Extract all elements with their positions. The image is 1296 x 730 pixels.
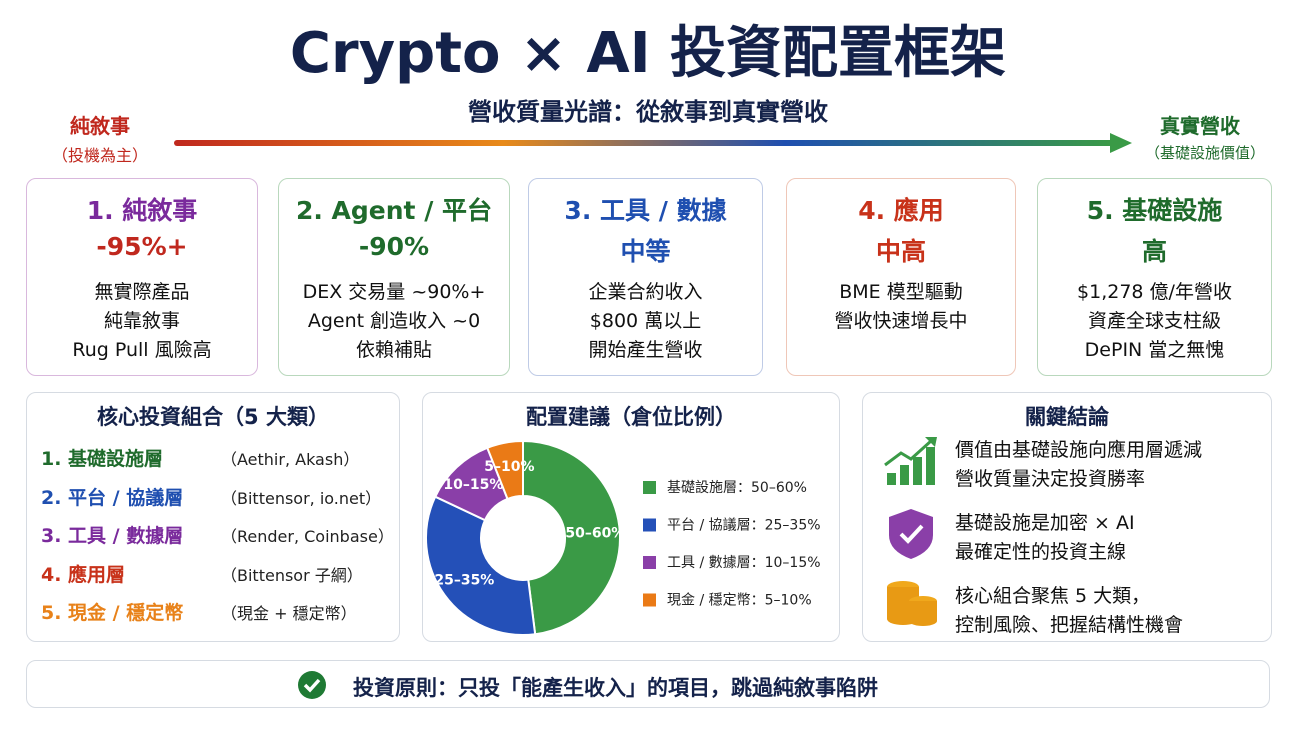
spectrum-arrow [174, 133, 1132, 153]
card-line: 營收快速增長中 [834, 310, 968, 332]
donut-chart: 50–60% 基礎設施層：50–60% 25–35% 平台 / 協議層：25–35% 1… [425, 439, 821, 636]
conclusions-panel: 關鍵結論 價值由基礎設施向應用層遞減 營收質量決定投資勝率 基礎設施是加密 × AI… [862, 392, 1272, 642]
check-icon [298, 671, 326, 699]
portfolio-name: 1. 基礎設施層 [41, 448, 164, 470]
card-level: -95%+ [96, 232, 188, 261]
subtitle: 營收質量光譜：從敘事到真實營收 [468, 98, 828, 126]
principle-text: 投資原則：只投「能產生收入」的項目，跳過純敘事陷阱 [353, 676, 878, 700]
conclusion-line: 最確定性的投資主線 [955, 541, 1127, 563]
card-line: DePIN 當之無愧 [1084, 339, 1225, 361]
card-line: DEX 交易量 ~90%+ [302, 281, 486, 303]
legend-swatch [643, 481, 656, 494]
portfolio-examples: （Bittensor 子網） [221, 565, 363, 585]
conclusion-line: 控制風險、把握結構性機會 [955, 614, 1184, 636]
donut-segment [425, 495, 537, 636]
card-line: 開始產生營收 [588, 339, 703, 361]
donut-segment [485, 439, 524, 501]
portfolio-title: 核心投資組合（5 大類） [97, 405, 329, 429]
card-line: BME 模型驅動 [839, 281, 963, 303]
card-line: 企業合約收入 [588, 281, 703, 303]
legend-label: 平台 / 協議層：25–35% [667, 517, 821, 534]
card-line: 純靠敘事 [103, 310, 180, 332]
allocation-panel: 配置建議（倉位比例） 50–60% 基礎設施層：50–60% 25–35% 平台 / … [422, 392, 840, 642]
portfolio-panel: 核心投資組合（5 大類） 1. 基礎設施層 （Aethir, Akash） 2. 平… [26, 392, 400, 642]
portfolio-examples: （Aethir, Akash） [221, 450, 360, 469]
segment-label: 10–15% [443, 477, 503, 493]
card-title: 4. 應用 [858, 196, 944, 225]
card-level: 中等 [620, 237, 671, 266]
spectrum-right-label: 真實營收 [1160, 114, 1240, 138]
card-level: -90% [358, 232, 430, 261]
donut-segment [522, 439, 621, 636]
portfolio-name: 4. 應用層 [41, 563, 126, 586]
card: 5. 基礎設施高 $1,278 億/年營收 資產全球支柱級 DePIN 當之無愧 [1037, 178, 1272, 376]
conclusion-line: 基礎設施是加密 × AI [955, 512, 1135, 534]
portfolio-name: 5. 現金 / 穩定幣 [41, 602, 184, 624]
legend-swatch [643, 518, 656, 532]
segment-label: 5–10% [484, 459, 534, 475]
conclusion-icons [884, 437, 937, 626]
card-title: 1. 純敘事 [86, 196, 198, 225]
card-line: 無實際產品 [94, 281, 190, 303]
portfolio-examples: （現金 + 穩定幣） [221, 604, 357, 623]
card-level: 中高 [875, 237, 926, 266]
card: 3. 工具 / 數據 中等企業合約收入 $800 萬以上 開始產生營收 [528, 178, 763, 376]
spectrum-left-sub: （投機為主） [51, 146, 148, 165]
card: 4. 應用中高 BME 模型驅動 營收快速增長中 [786, 178, 1016, 376]
segment-label: 25–35% [434, 573, 494, 589]
card-line: Agent 創造收入 ~0 [307, 310, 481, 332]
card-title: 3. 工具 / 數據 [564, 196, 727, 225]
conclusion-line: 核心組合聚焦 5 大類， [955, 585, 1151, 607]
legend-label: 基礎設施層：50–60% [667, 479, 807, 496]
legend-label: 工具 / 數據層：10–15% [667, 555, 821, 571]
allocation-title: 配置建議（倉位比例） [526, 405, 736, 429]
conclusion-line: 價值由基礎設施向應用層遞減 [955, 439, 1203, 461]
card-line: Rug Pull 風險高 [72, 339, 212, 361]
portfolio-examples: （Render, Coinbase） [221, 527, 394, 546]
card-line: $800 萬以上 [589, 310, 702, 332]
principle-bar: 投資原則：只投「能產生收入」的項目，跳過純敘事陷阱 [26, 660, 1270, 708]
card: 2. Agent / 平台 -90% DEX 交易量 ~90%+ Agent 創造收入… [278, 178, 510, 376]
portfolio-name: 3. 工具 / 數據層 [41, 525, 184, 547]
title: Crypto × AI 投資配置框架 [289, 21, 1007, 86]
spectrum-left-label: 純敘事 [70, 114, 130, 138]
card-title: 5. 基礎設施 [1086, 196, 1223, 225]
card-line: $1,278 億/年營收 [1077, 281, 1232, 303]
segment-label: 50–60% [565, 525, 625, 541]
conclusions-title: 關鍵結論 [1025, 405, 1109, 429]
card-title: 2. Agent / 平台 [295, 196, 493, 225]
portfolio-examples: （Bittensor, io.net） [221, 488, 382, 508]
conclusion-line: 營收質量決定投資勝率 [955, 468, 1146, 490]
card-line: 依賴補貼 [355, 339, 432, 361]
portfolio-name: 2. 平台 / 協議層 [41, 486, 184, 509]
spectrum-right-sub: （基礎設施價值） [1144, 144, 1265, 162]
legend-label: 現金 / 穩定幣：5–10% [667, 593, 812, 609]
legend-swatch [643, 556, 656, 569]
card: 1. 純敘事 -95%+ 無實際產品純靠敘事 Rug Pull 風險高 [26, 178, 258, 376]
legend-swatch [643, 593, 656, 607]
card-line: 資產全球支柱級 [1087, 310, 1221, 332]
card-level: 高 [1141, 237, 1167, 266]
